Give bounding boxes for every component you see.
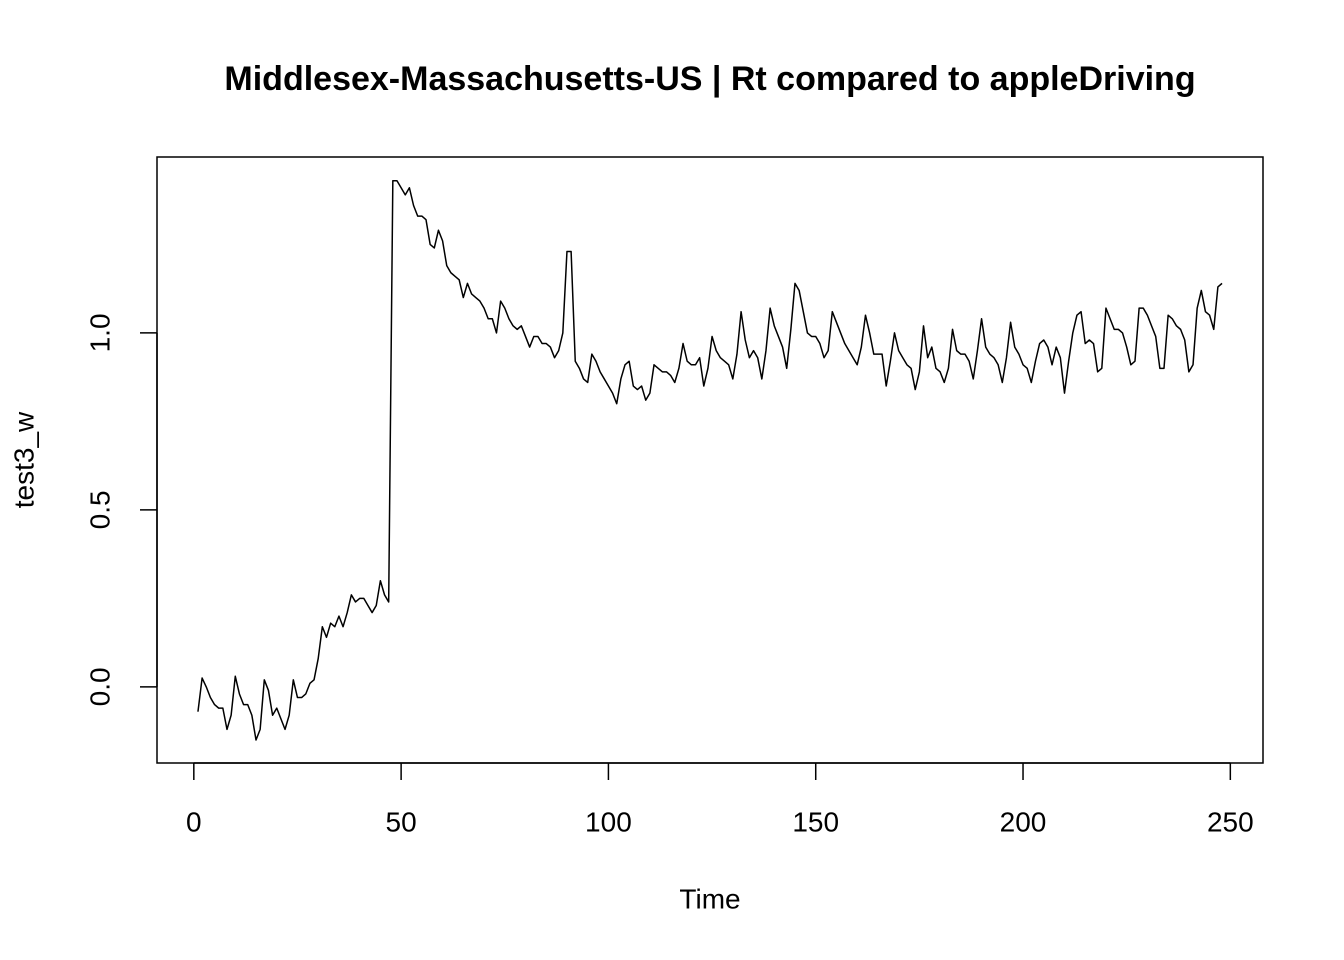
y-tick-label: 0.0 [84,667,115,706]
x-axis-label: Time [679,883,740,914]
series-line [197,179,1223,741]
y-tick-label: 0.5 [84,490,115,529]
x-tick-label: 100 [585,806,632,837]
x-tick-label: 250 [1207,806,1254,837]
chart-title: Middlesex-Massachusetts-US | Rt compared… [224,60,1195,98]
x-tick-label: 50 [386,806,417,837]
y-axis-label: test3_w [8,411,39,508]
x-tick-label: 150 [792,806,839,837]
plot-frame [156,156,1264,764]
x-tick-label: 0 [186,806,202,837]
x-tick-label: 200 [1000,806,1047,837]
y-tick-label: 1.0 [84,313,115,352]
